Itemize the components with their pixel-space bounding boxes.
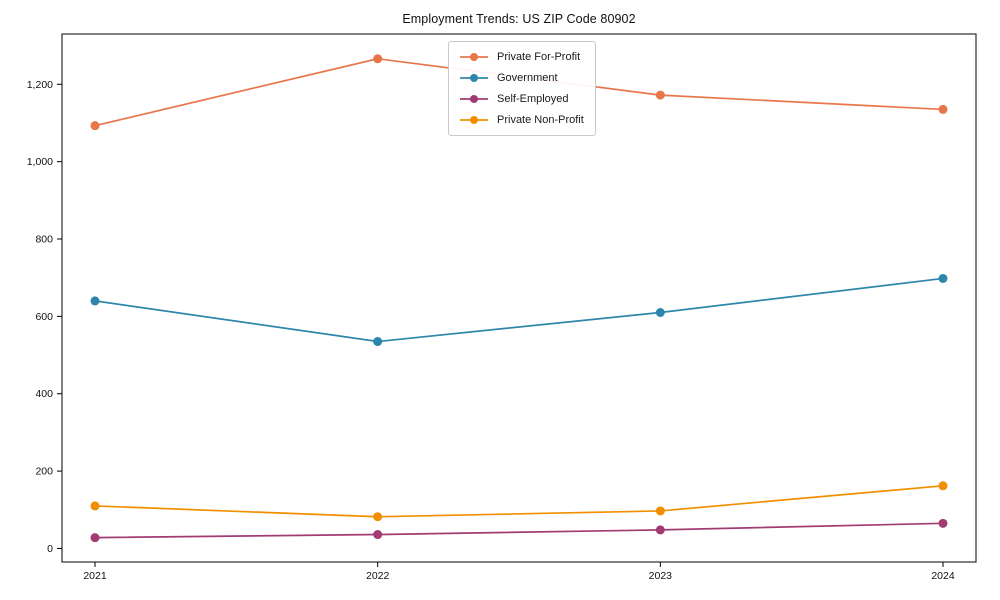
series-line (94, 522, 944, 539)
y-tick-label: 0 (47, 543, 53, 555)
x-tick-label: 2023 (649, 570, 673, 582)
legend-label: Private Non-Profit (497, 114, 584, 126)
y-tick-label: 200 (35, 466, 53, 478)
legend-label: Self-Employed (497, 93, 569, 105)
data-point-marker-icon (90, 501, 100, 511)
data-point-marker-icon (938, 481, 948, 491)
legend-label: Private For-Profit (497, 51, 581, 63)
legend-line-marker-icon (460, 53, 488, 61)
x-tick-label: 2024 (931, 570, 955, 582)
data-point-marker-icon (373, 54, 383, 64)
legend-entry: Self-Employed (458, 90, 584, 108)
y-tick-label: 800 (35, 234, 53, 246)
series-line (94, 484, 944, 518)
data-point-marker-icon (938, 273, 948, 283)
data-point-marker-icon (90, 121, 100, 131)
data-point-marker-icon (90, 533, 100, 543)
data-point-marker-icon (655, 506, 665, 516)
legend-line-marker-icon (460, 74, 488, 82)
legend-entry: Private For-Profit (458, 48, 584, 66)
data-point-marker-icon (373, 530, 383, 540)
x-tick-label: 2022 (366, 570, 390, 582)
chart-title: Employment Trends: US ZIP Code 80902 (402, 12, 636, 26)
y-tick-label: 600 (35, 311, 53, 323)
data-point-marker-icon (373, 512, 383, 522)
legend-entry: Private Non-Profit (458, 111, 584, 129)
legend-line-marker-icon (460, 95, 488, 103)
y-tick-label: 1,200 (27, 79, 53, 91)
series-line (94, 277, 944, 343)
x-tick-label: 2021 (83, 570, 107, 582)
legend-entry: Government (458, 69, 584, 87)
data-point-marker-icon (655, 308, 665, 318)
chart-legend: Private For-Profit Government Self-Employe… (448, 41, 596, 136)
data-point-marker-icon (938, 104, 948, 114)
data-point-marker-icon (938, 518, 948, 528)
y-tick-label: 1,000 (27, 156, 53, 168)
y-tick-label: 400 (35, 388, 53, 400)
data-point-marker-icon (655, 525, 665, 535)
legend-label: Government (497, 72, 558, 84)
data-point-marker-icon (373, 337, 383, 347)
data-point-marker-icon (90, 296, 100, 306)
legend-line-marker-icon (460, 116, 488, 124)
plot-frame (61, 33, 977, 563)
data-point-marker-icon (655, 90, 665, 100)
